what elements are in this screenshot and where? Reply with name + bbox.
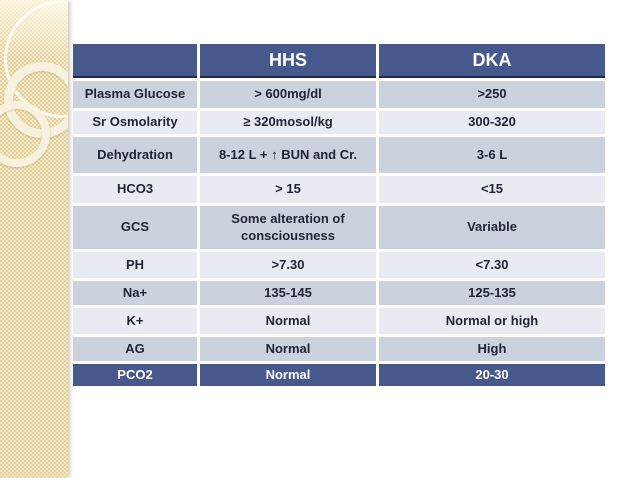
table-row: PH >7.30 <7.30	[73, 252, 605, 278]
row-label-cell: Dehydration	[73, 137, 197, 173]
table-body: Plasma Glucose > 600mg/dl >250 Sr Osmolarit…	[73, 81, 605, 386]
hhs-value-cell: >7.30	[200, 252, 376, 278]
dka-value-cell: <15	[379, 176, 605, 203]
hhs-value-cell: > 600mg/dl	[200, 81, 376, 108]
dka-value-cell: Variable	[379, 206, 605, 249]
table-row: K+ Normal Normal or high	[73, 308, 605, 334]
row-label-cell: PH	[73, 252, 197, 278]
table-row: Na+ 135-145 125-135	[73, 281, 605, 305]
hhs-value-cell: 8-12 L + ↑ BUN and Cr.	[200, 137, 376, 173]
hhs-value-cell: Some alteration of consciousness	[200, 206, 376, 249]
column-header-hhs: HHS	[200, 44, 376, 78]
row-label-cell: K+	[73, 308, 197, 334]
dka-value-cell: <7.30	[379, 252, 605, 278]
row-label-cell: AG	[73, 337, 197, 361]
table-row: Dehydration 8-12 L + ↑ BUN and Cr. 3-6 L	[73, 137, 605, 173]
hhs-value-cell: Normal	[200, 364, 376, 386]
row-label-cell: PCO2	[73, 364, 197, 386]
table-row: GCS Some alteration of consciousness Varia…	[73, 206, 605, 249]
table-row: Plasma Glucose > 600mg/dl >250	[73, 81, 605, 108]
table-row: AG Normal High	[73, 337, 605, 361]
table-row: PCO2 Normal 20-30	[73, 364, 605, 386]
row-label-cell: Sr Osmolarity	[73, 111, 197, 134]
row-label-cell: GCS	[73, 206, 197, 249]
row-label-cell: HCO3	[73, 176, 197, 203]
row-label-cell: Plasma Glucose	[73, 81, 197, 108]
hhs-value-cell: Normal	[200, 308, 376, 334]
dka-value-cell: 3-6 L	[379, 137, 605, 173]
hhs-value-cell: ≥ 320mosol/kg	[200, 111, 376, 134]
decorative-side-strip	[0, 0, 68, 478]
hhs-value-cell: > 15	[200, 176, 376, 203]
dka-value-cell: 300-320	[379, 111, 605, 134]
column-header-dka: DKA	[379, 44, 605, 78]
corner-cell	[73, 44, 197, 78]
row-label-cell: Na+	[73, 281, 197, 305]
dka-value-cell: Normal or high	[379, 308, 605, 334]
dka-value-cell: 125-135	[379, 281, 605, 305]
hhs-dka-comparison-table: HHS DKA Plasma Glucose > 600mg/dl >250 Sr O…	[70, 41, 608, 389]
dka-value-cell: 20-30	[379, 364, 605, 386]
table-row: Sr Osmolarity ≥ 320mosol/kg 300-320	[73, 111, 605, 134]
table-header: HHS DKA	[73, 44, 605, 78]
table-row: HCO3 > 15 <15	[73, 176, 605, 203]
hhs-value-cell: 135-145	[200, 281, 376, 305]
decorative-ring-small	[0, 101, 50, 167]
header-row: HHS DKA	[73, 44, 605, 78]
dka-value-cell: >250	[379, 81, 605, 108]
hhs-value-cell: Normal	[200, 337, 376, 361]
dka-value-cell: High	[379, 337, 605, 361]
